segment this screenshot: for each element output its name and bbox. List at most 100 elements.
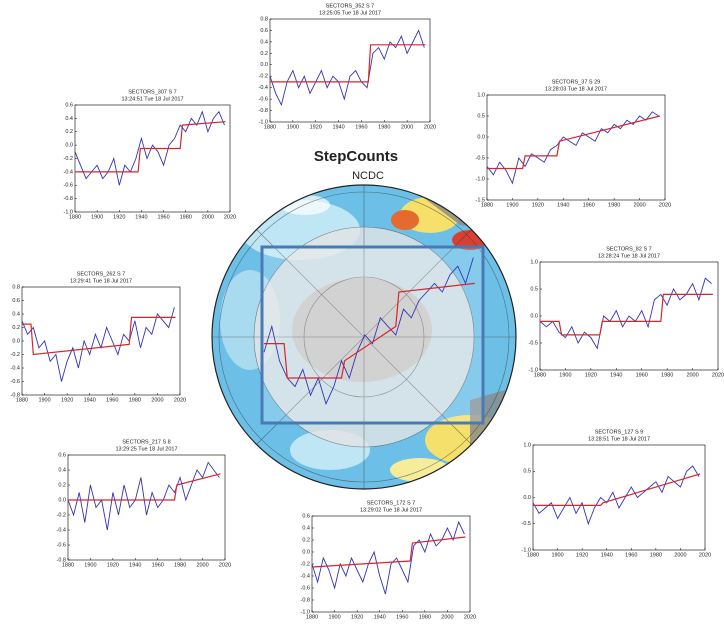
- y-tick-label: 0.0: [523, 495, 531, 501]
- y-tick-label: -0.5: [522, 521, 531, 527]
- chart-subtitle: 13:28:03 Tue 18 Jul 2017: [545, 86, 607, 92]
- y-tick-label: -0.2: [301, 561, 310, 567]
- chart-subtitle: 13:29:02 Tue 18 Jul 2017: [360, 507, 422, 513]
- x-tick-label: 1920: [532, 202, 544, 208]
- y-tick-label: 0.0: [260, 62, 268, 68]
- x-tick-label: 1920: [351, 614, 363, 620]
- x-tick-label: 1920: [61, 397, 73, 403]
- step-line: [68, 473, 221, 501]
- x-tick-label: 1940: [135, 214, 147, 220]
- chart-background: [57, 87, 236, 222]
- x-tick-label: 1900: [287, 124, 299, 130]
- chart-subtitle: 13:29:41 Tue 18 Jul 2017: [70, 278, 132, 284]
- x-tick-label: 1920: [310, 124, 322, 130]
- x-tick-label: 1960: [583, 202, 595, 208]
- x-tick-label: 2020: [464, 614, 476, 620]
- y-tick-label: -0.6: [301, 585, 310, 591]
- y-tick-label: 0.2: [302, 537, 310, 543]
- x-tick-label: 1960: [355, 124, 367, 130]
- y-tick-label: -0.6: [57, 542, 66, 548]
- y-tick-label: -0.2: [11, 352, 20, 358]
- step-line: [22, 316, 176, 356]
- data-line: [532, 465, 700, 526]
- chart-title: SECTORS_307 S 7: [128, 89, 177, 95]
- x-tick-label: 2000: [674, 552, 686, 558]
- y-tick-label: 0.0: [65, 143, 73, 149]
- y-tick-label: -0.2: [64, 156, 73, 162]
- chart-background: [522, 244, 724, 380]
- x-tick-label: 1900: [551, 552, 563, 558]
- y-tick-label: 0.4: [65, 116, 73, 122]
- x-tick-label: 1940: [332, 124, 344, 130]
- x-tick-label: 1940: [129, 562, 141, 568]
- x-tick-label: 1900: [328, 614, 340, 620]
- y-tick-label: -1.0: [476, 176, 485, 182]
- x-tick-label: 2000: [202, 214, 214, 220]
- map-title: StepCounts: [314, 148, 398, 165]
- x-tick-label: 1940: [601, 552, 613, 558]
- x-tick-label: 1880: [481, 202, 493, 208]
- y-tick-label: 0.5: [523, 469, 531, 475]
- y-tick-label: 0.4: [302, 525, 310, 531]
- data-line: [486, 111, 659, 185]
- y-tick-label: 0.0: [12, 338, 20, 344]
- x-tick-label: 1980: [419, 614, 431, 620]
- map-subtitle: NCDC: [352, 170, 384, 182]
- y-tick-label: -1.5: [476, 197, 485, 203]
- x-tick-label: 1880: [264, 124, 276, 130]
- step-line: [311, 536, 466, 568]
- x-tick-label: 1900: [38, 397, 50, 403]
- x-tick-label: 1940: [374, 614, 386, 620]
- x-tick-label: 1960: [106, 397, 118, 403]
- chart-title: SECTORS_352 S 7: [326, 3, 375, 9]
- x-tick-label: 1920: [576, 552, 588, 558]
- chart-subtitle: 13:24:51 Tue 18 Jul 2017: [121, 96, 183, 102]
- chart-background: [252, 1, 436, 132]
- chart-background: [469, 77, 671, 210]
- x-tick-label: 2000: [686, 372, 698, 378]
- step-line: [75, 121, 226, 173]
- line-chart: SECTORS_217 S 813:29:25 Tue 18 Jul 2017 0…: [50, 437, 231, 570]
- x-tick-label: 2020: [699, 552, 711, 558]
- chart-title: SECTORS_217 S 8: [122, 439, 171, 445]
- y-tick-label: -1.0: [259, 119, 268, 125]
- y-tick-label: 0.0: [302, 549, 310, 555]
- x-tick-label: 1960: [396, 614, 408, 620]
- y-tick-label: -0.4: [57, 527, 66, 533]
- y-tick-label: -0.5: [529, 340, 538, 346]
- x-tick-label: 1900: [84, 562, 96, 568]
- step-line: [270, 44, 426, 83]
- x-tick-label: 2000: [151, 397, 163, 403]
- y-tick-label: -0.4: [301, 573, 310, 579]
- data-line: [21, 307, 175, 382]
- y-tick-label: 0.8: [12, 284, 20, 290]
- x-tick-label: 1980: [180, 214, 192, 220]
- y-tick-label: -1.0: [522, 547, 531, 553]
- data-line: [269, 29, 425, 107]
- y-tick-label: -0.6: [64, 183, 73, 189]
- y-tick-label: -0.2: [57, 512, 66, 518]
- x-tick-label: 2020: [659, 202, 671, 208]
- x-tick-label: 1940: [557, 202, 569, 208]
- y-tick-label: 0.2: [65, 129, 73, 135]
- y-tick-label: 1.0: [530, 259, 538, 265]
- y-tick-label: -0.8: [301, 597, 310, 603]
- data-line: [67, 461, 220, 531]
- x-tick-label: 1960: [157, 214, 169, 220]
- y-tick-label: 0.4: [260, 39, 268, 45]
- y-tick-label: -0.4: [259, 85, 268, 91]
- y-tick-label: 0.5: [477, 113, 485, 119]
- chart-title: SECTORS_127 S 9: [595, 429, 644, 435]
- chart-background: [294, 498, 476, 622]
- x-tick-label: 1980: [650, 552, 662, 558]
- x-tick-label: 1900: [506, 202, 518, 208]
- x-tick-label: 1980: [608, 202, 620, 208]
- x-tick-label: 2000: [196, 562, 208, 568]
- x-tick-label: 1960: [625, 552, 637, 558]
- y-tick-label: -0.4: [64, 169, 73, 175]
- polar-map: [211, 184, 517, 490]
- x-tick-label: 1880: [306, 614, 318, 620]
- y-tick-label: 0.6: [58, 452, 66, 458]
- plot-frame: [486, 94, 666, 201]
